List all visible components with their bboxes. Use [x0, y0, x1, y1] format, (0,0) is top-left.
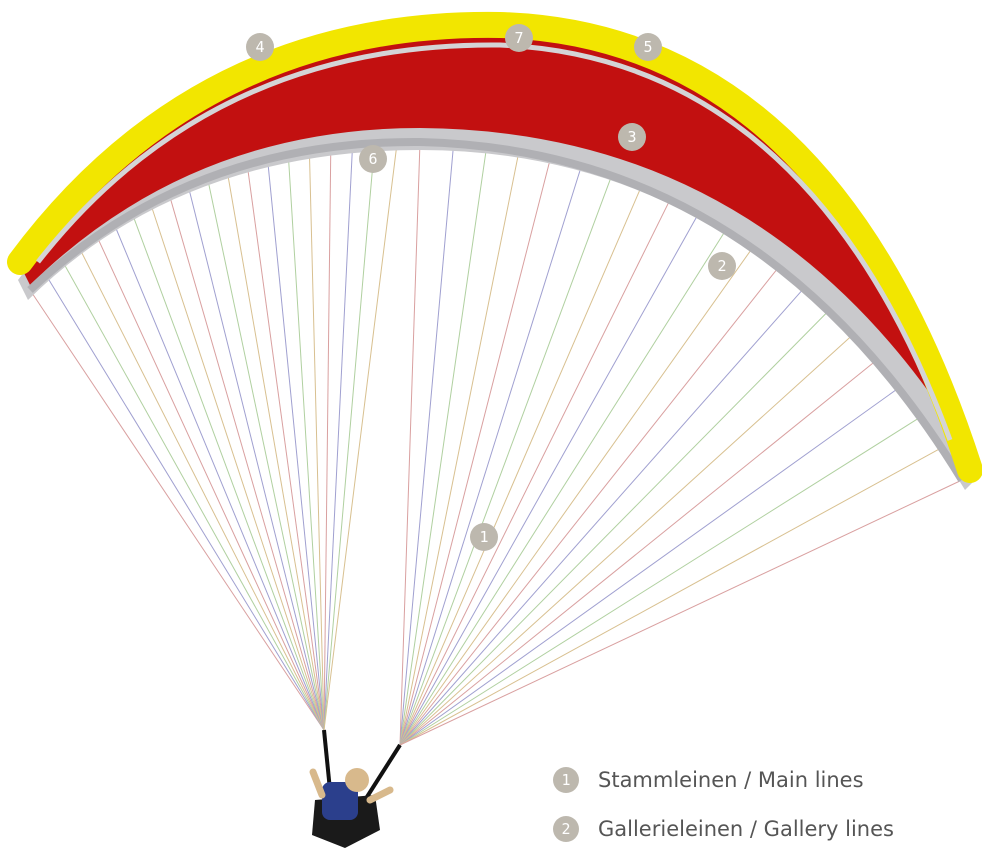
legend-marker: 2: [553, 816, 579, 842]
suspension-line: [400, 166, 581, 745]
suspension-line: [400, 152, 519, 745]
suspension-line: [400, 388, 898, 745]
marker-label: 3: [627, 128, 636, 146]
legend-number: 1: [561, 771, 570, 789]
marker: 5: [634, 33, 662, 61]
suspension-line: [247, 165, 324, 730]
suspension-line: [324, 143, 375, 730]
paraglider-illustration: 1 2 3 4 5 6 7 1 Stammleinen / Main lines…: [0, 0, 982, 849]
suspension-line: [400, 417, 920, 745]
suspension-line: [46, 275, 324, 730]
suspension-line: [400, 214, 698, 745]
marker: 1: [470, 523, 498, 551]
legend: 1 Stammleinen / Main lines 2 Gallerielei…: [553, 767, 894, 842]
marker-label: 6: [368, 150, 377, 168]
diagram: 1 2 3 4 5 6 7 1 Stammleinen / Main lines…: [0, 0, 982, 849]
suspension-line: [400, 200, 670, 745]
canopy-red: [20, 35, 972, 460]
suspension-line: [400, 187, 641, 745]
marker: 3: [618, 123, 646, 151]
pilot-arm-right: [370, 790, 390, 800]
legend-text: Gallerieleinen / Gallery lines: [598, 817, 894, 841]
suspension-line: [114, 225, 324, 731]
marker: 2: [708, 252, 736, 280]
legend-marker: 1: [553, 767, 579, 793]
suspension-line: [400, 448, 941, 745]
pilot-arm-left: [313, 772, 322, 795]
marker-label: 4: [255, 38, 264, 56]
suspension-line: [309, 151, 324, 731]
marker: 4: [246, 33, 274, 61]
suspension-line: [400, 268, 778, 745]
suspension-line: [97, 236, 324, 730]
suspension-line: [80, 248, 324, 730]
marker: 6: [359, 145, 387, 173]
marker-label: 2: [717, 257, 726, 275]
suspension-line: [400, 311, 828, 745]
marker-label: 1: [479, 528, 488, 546]
legend-number: 2: [561, 820, 570, 838]
marker: 7: [505, 24, 533, 52]
suspension-line: [400, 142, 420, 745]
legend-text: Stammleinen / Main lines: [598, 768, 864, 792]
suspension-line: [324, 147, 331, 730]
pilot-head: [345, 768, 369, 792]
suspension-line: [400, 335, 852, 745]
suspension-line: [30, 290, 324, 730]
suspension-line: [227, 171, 324, 730]
suspension-line: [188, 186, 324, 730]
suspension-line: [132, 214, 324, 730]
riser-left: [324, 730, 330, 790]
marker-label: 7: [514, 29, 523, 47]
suspension-line: [324, 142, 397, 730]
marker-label: 5: [643, 38, 652, 56]
suspension-line: [400, 288, 804, 745]
suspension-line: [400, 158, 550, 745]
suspension-line: [324, 145, 353, 730]
suspension-line: [400, 147, 487, 745]
suspension-line: [169, 194, 324, 730]
suspension-line: [400, 248, 752, 745]
suspension-line: [400, 144, 454, 745]
